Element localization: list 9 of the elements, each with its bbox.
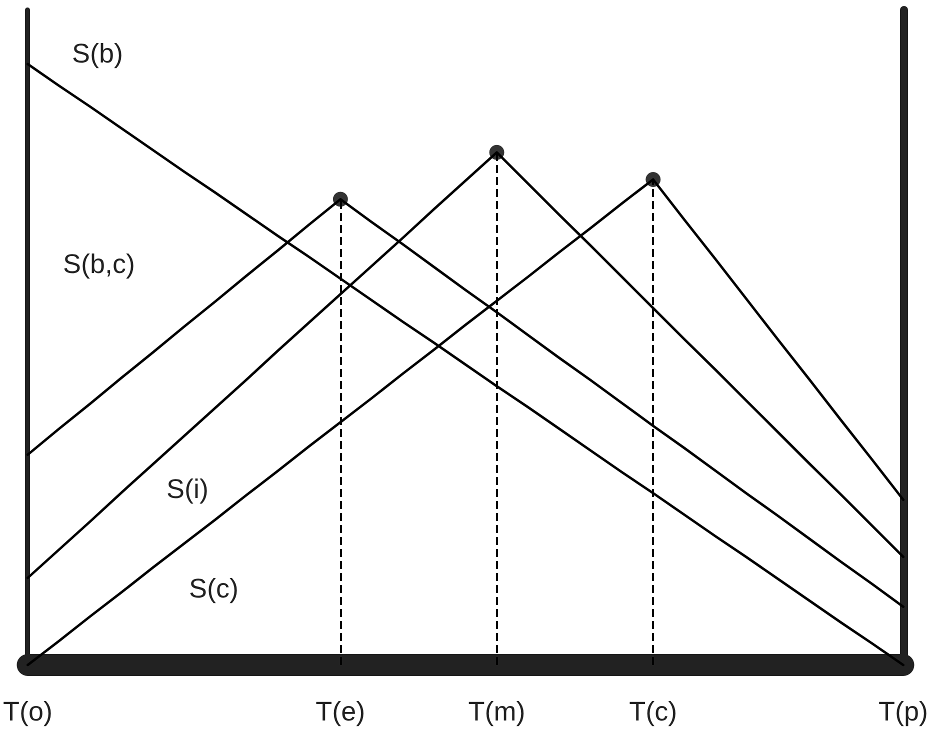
series-label: S(b) [72,38,124,69]
series-label: S(c) [189,573,238,604]
x-tick-label: T(c) [629,696,678,726]
text: S(b,c) [63,248,136,279]
x-tick-label: T(o) [2,696,52,726]
series-label: S(i) [166,474,208,504]
x-tick-label: T(e) [316,696,366,726]
x-tick-label: T(m) [468,696,526,726]
x-tick-label: T(p) [878,696,928,726]
